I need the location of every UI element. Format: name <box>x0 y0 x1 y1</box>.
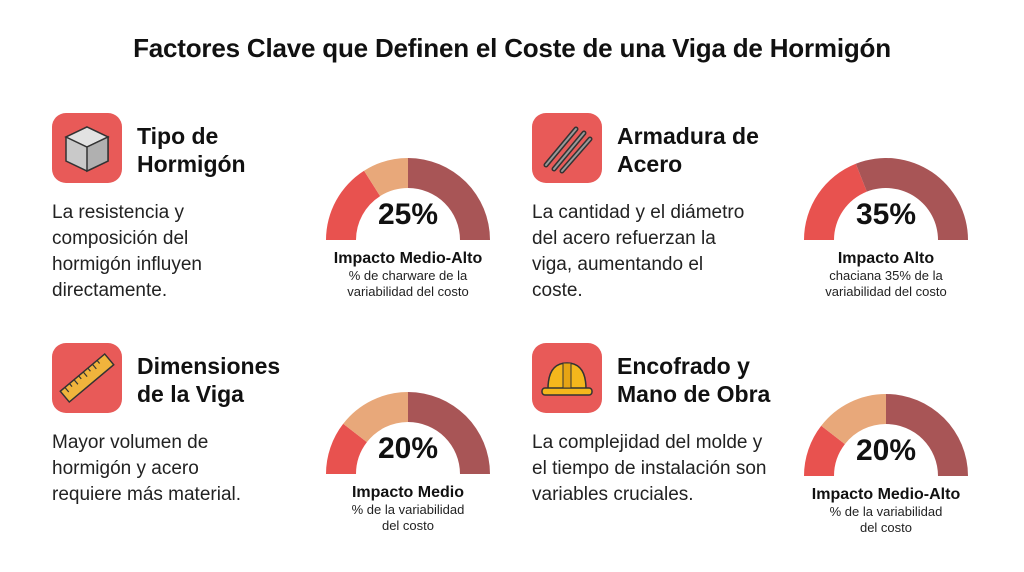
gauge-percent: 25% <box>377 198 439 231</box>
gauge-segment-high <box>408 392 490 474</box>
note-line: variabilidad del costo <box>347 284 469 299</box>
heading-line: Acero <box>617 151 683 177</box>
card-heading: Dimensiones de la Viga <box>137 352 317 408</box>
impact-label: Impacto Medio-Alto <box>333 250 483 267</box>
impact-label: Impacto Medio-Alto <box>811 486 961 503</box>
impact-note: % de la variabilidad del costo <box>298 502 518 534</box>
gauge-segment-high <box>408 158 490 240</box>
rebar-icon <box>532 113 602 183</box>
note-line: variabilidad del costo <box>825 284 947 299</box>
page-title: Factores Clave que Definen el Coste de u… <box>133 33 891 63</box>
note-line: chaciana 35% de la <box>829 268 943 283</box>
heading-line: Hormigón <box>137 151 246 177</box>
impact-label: Impacto Medio <box>351 484 464 501</box>
heading-line: Tipo de <box>137 123 219 149</box>
card-description: Mayor volumen de hormigón y acero requie… <box>52 432 242 505</box>
gauge-segment-mid <box>343 392 408 443</box>
gauge-segment-high <box>855 158 968 240</box>
impact-gauge: 20% Impacto Medio-Alto % de la variabili… <box>796 386 976 561</box>
heading-line: Mano de Obra <box>617 381 771 407</box>
impact-gauge: 25% Impacto Medio-Alto % de charware de … <box>318 150 498 325</box>
note-line: % de charware de la <box>348 268 468 283</box>
hard-hat-icon <box>532 343 602 413</box>
gauge-percent: 35% <box>855 198 917 231</box>
gauge-segment-low <box>326 170 381 240</box>
card-heading: Armadura de Acero <box>617 122 797 178</box>
heading-line: Armadura de <box>617 123 759 149</box>
gauge-segment-low <box>804 425 845 476</box>
heading-line: de la Viga <box>137 381 244 407</box>
gauge-segment-mid <box>821 394 886 445</box>
impact-note: % de la variabilidad del costo <box>776 504 996 536</box>
card-heading: Tipo de Hormigón <box>137 122 317 178</box>
heading-line: Dimensiones <box>137 353 281 379</box>
gauge-percent: 20% <box>855 434 917 467</box>
card-description: La complejidad del molde y el tiempo de … <box>532 432 767 505</box>
impact-note: chaciana 35% de la variabilidad del costo <box>776 268 996 300</box>
ruler-icon <box>52 343 122 413</box>
impact-note: % de charware de la variabilidad del cost… <box>298 268 518 300</box>
note-line: del costo <box>381 518 435 533</box>
note-line: del costo <box>859 520 913 535</box>
note-line: % de la variabilidad <box>351 502 465 517</box>
note-line: % de la variabilidad <box>829 504 943 519</box>
card-description: La resistencia y composición del hormigó… <box>52 202 202 301</box>
card-heading: Encofrado y Mano de Obra <box>617 352 797 408</box>
gauge-percent: 20% <box>377 432 439 465</box>
gauge-segment-mid <box>364 158 408 197</box>
gauge-segment-low <box>804 163 867 240</box>
impact-gauge: 35% Impacto Alto chaciana 35% de la varia… <box>796 150 976 325</box>
card-description: La cantidad y el diámetro del acero refu… <box>532 202 745 301</box>
gauge-segment-high <box>886 394 968 476</box>
impact-label: Impacto Alto <box>837 250 935 267</box>
gauge-segment-low <box>326 423 367 474</box>
impact-gauge: 20% Impacto Medio % de la variabilidad de… <box>318 384 498 559</box>
heading-line: Encofrado y <box>617 353 750 379</box>
concrete-cube-icon <box>52 113 122 183</box>
